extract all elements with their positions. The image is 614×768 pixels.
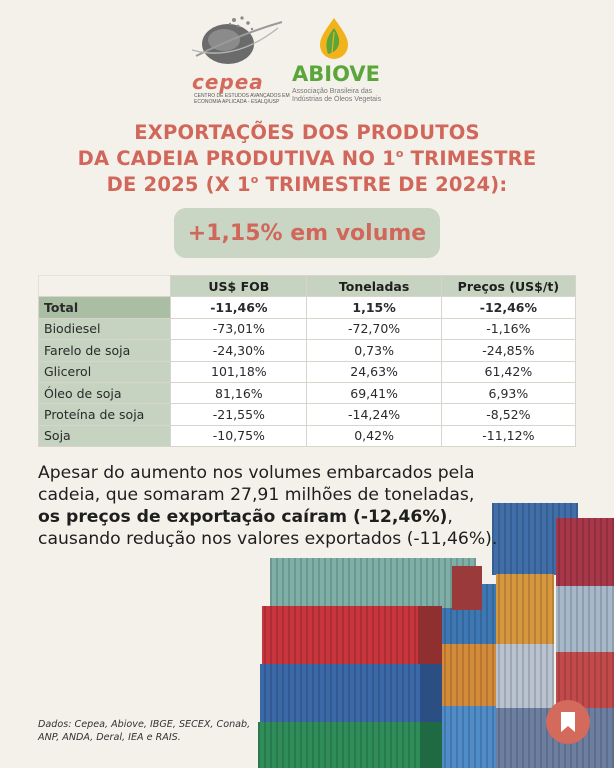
table-header-blank <box>37 274 172 298</box>
table-row: Biodiesel -73,01% -72,70% -1,16% <box>37 317 577 341</box>
title-line-3-b: TRIMESTRE DE 2024): <box>258 173 508 196</box>
title-line-1-rest: DOS PRODUTOS <box>294 121 480 144</box>
title-line-2-a: DA CADEIA PRODUTIVA NO 1 <box>77 147 396 170</box>
cepea-subtitle: Centro de Estudos Avançados em Economia … <box>194 93 290 105</box>
table-row-total: Total -11,46% 1,15% -12,46% <box>37 296 577 319</box>
cell-tons: -14,24% <box>306 403 442 426</box>
cell-price: -12,46% <box>440 296 577 319</box>
cell-price: -11,12% <box>440 424 577 448</box>
cell-tons: 0,73% <box>306 339 442 362</box>
title-line-3: DE 2025 (X 1o TRIMESTRE DE 2024): <box>0 172 614 198</box>
row-label: Biodiesel <box>37 317 172 341</box>
abiove-subtitle: Associação Brasileira das Indústrias de … <box>292 88 382 103</box>
summary-emphasis: os preços de exportação caíram (-12,46%) <box>38 507 448 527</box>
table-row: Proteína de soja -21,55% -14,24% -8,52% <box>37 403 577 426</box>
title-ordinal-2: o <box>250 173 259 186</box>
table-row: Glicerol 101,18% 24,63% 61,42% <box>37 360 577 383</box>
cell-tons: 69,41% <box>306 381 442 405</box>
table-header-fob: US$ FOB <box>170 274 308 298</box>
page-title: EXPORTAÇÕES DOS PRODUTOS DA CADEIA PRODU… <box>0 120 614 198</box>
globe-icon <box>191 16 283 64</box>
title-highlight: EXPORTAÇÕES <box>134 121 295 144</box>
row-label: Farelo de soja <box>37 339 172 362</box>
title-line-1: EXPORTAÇÕES DOS PRODUTOS <box>0 120 614 146</box>
abiove-wordmark: ABIOVE <box>292 62 380 86</box>
cell-fob: -24,30% <box>170 339 308 362</box>
title-ordinal-1: o <box>395 147 404 160</box>
cell-fob: -11,46% <box>170 296 308 319</box>
cell-tons: 1,15% <box>306 296 442 319</box>
row-label: Óleo de soja <box>37 381 172 405</box>
leaf-drop-icon <box>320 18 348 59</box>
row-label: Soja <box>37 424 172 448</box>
cell-fob: -21,55% <box>170 403 308 426</box>
abiove-logo: ABIOVE Associação Brasileira das Indústr… <box>290 14 400 109</box>
row-label: Proteína de soja <box>37 403 172 426</box>
volume-highlight-badge: +1,15% em volume <box>174 208 440 258</box>
row-label: Total <box>37 296 172 319</box>
cell-tons: 0,42% <box>306 424 442 448</box>
title-line-3-a: DE 2025 (X 1 <box>106 173 251 196</box>
table-row: Farelo de soja -24,30% 0,73% -24,85% <box>37 339 577 362</box>
table-header-tons: Toneladas <box>306 274 442 298</box>
logo-bar: cepea Centro de Estudos Avançados em Eco… <box>0 14 614 114</box>
cell-price: -8,52% <box>440 403 577 426</box>
cell-price: 61,42% <box>440 360 577 383</box>
table-header-row: US$ FOB Toneladas Preços (US$/t) <box>37 274 577 298</box>
cepea-logo: cepea Centro de Estudos Avançados em Eco… <box>190 14 290 109</box>
exports-table: US$ FOB Toneladas Preços (US$/t) Total -… <box>37 274 577 448</box>
title-line-2: DA CADEIA PRODUTIVA NO 1o TRIMESTRE <box>0 146 614 172</box>
table-row: Soja -10,75% 0,42% -11,12% <box>37 424 577 448</box>
cell-fob: -10,75% <box>170 424 308 448</box>
title-line-2-b: TRIMESTRE <box>403 147 537 170</box>
cell-fob: 101,18% <box>170 360 308 383</box>
summary-part-1: Apesar do aumento nos volumes embarcados… <box>38 463 475 505</box>
data-source-note: Dados: Cepea, Abiove, IBGE, SECEX, Conab… <box>38 719 251 743</box>
cell-price: -24,85% <box>440 339 577 362</box>
cell-price: -1,16% <box>440 317 577 341</box>
table-header-price: Preços (US$/t) <box>440 274 577 298</box>
row-label: Glicerol <box>37 360 172 383</box>
bookmark-button[interactable] <box>546 700 590 744</box>
summary-part-2: , causando redução nos valores exportado… <box>38 507 498 549</box>
cell-tons: -72,70% <box>306 317 442 341</box>
cell-fob: -73,01% <box>170 317 308 341</box>
table-row: Óleo de soja 81,16% 69,41% 6,93% <box>37 381 577 405</box>
summary-paragraph: Apesar do aumento nos volumes embarcados… <box>38 462 498 550</box>
bookmark-icon <box>561 712 575 732</box>
cell-price: 6,93% <box>440 381 577 405</box>
cell-tons: 24,63% <box>306 360 442 383</box>
cell-fob: 81,16% <box>170 381 308 405</box>
cepea-wordmark: cepea <box>192 70 264 94</box>
